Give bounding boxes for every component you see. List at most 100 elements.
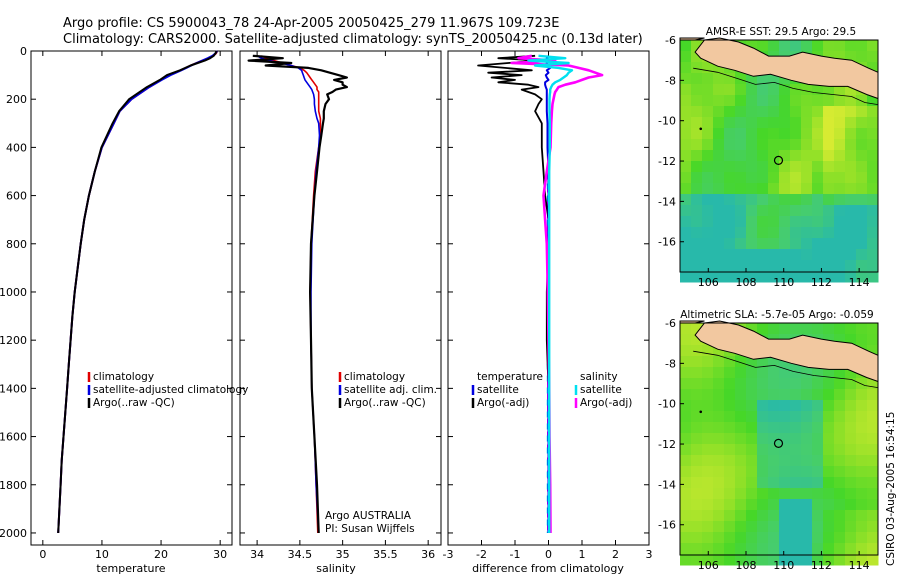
map-cell — [702, 227, 714, 239]
series-line-salinity-satellite — [527, 54, 574, 533]
legend-label: satellite-adjusted climatology — [93, 384, 248, 396]
map-cell — [823, 51, 835, 63]
map-cell — [768, 510, 780, 522]
map-cell — [823, 433, 835, 445]
map-cell — [834, 216, 846, 228]
map-cell — [702, 62, 714, 74]
map-cell — [702, 150, 714, 162]
map-cell — [812, 227, 824, 239]
map-cell — [790, 205, 802, 217]
map-cell — [845, 249, 857, 261]
map-y-tick-label: -6 — [665, 317, 676, 330]
map-cell — [702, 345, 714, 357]
y-tick-label: 1800 — [0, 479, 27, 492]
map-cell — [702, 411, 714, 423]
map-cell — [812, 378, 824, 390]
map-cell — [856, 106, 868, 118]
map-cell — [680, 411, 692, 423]
map-cell — [702, 128, 714, 140]
map-cell — [856, 411, 868, 423]
map-cell — [691, 172, 703, 184]
map-cell — [790, 411, 802, 423]
map-cell — [801, 488, 813, 500]
map-cell — [746, 95, 758, 107]
map-cell — [801, 400, 813, 412]
map-cell — [779, 554, 791, 566]
map-cell — [812, 128, 824, 140]
map-cell — [823, 334, 835, 346]
map-cell — [735, 227, 747, 239]
map-cell — [867, 249, 879, 261]
map-cell — [790, 323, 802, 335]
map-cell — [691, 356, 703, 368]
map-cell — [746, 128, 758, 140]
map-cell — [834, 532, 846, 544]
map-cell — [713, 389, 725, 401]
map-cell — [834, 227, 846, 239]
map-cell — [834, 455, 846, 467]
map-cell — [867, 95, 879, 107]
map-cell — [768, 389, 780, 401]
map-cell — [768, 194, 780, 206]
map-cell — [856, 510, 868, 522]
map-cell — [746, 73, 758, 85]
map-cell — [790, 249, 802, 261]
map-cell — [779, 106, 791, 118]
map-cell — [768, 543, 780, 555]
map-cell — [823, 422, 835, 434]
map-cell — [801, 40, 813, 52]
map-cell — [746, 323, 758, 335]
map-cell — [735, 172, 747, 184]
map-cell — [680, 227, 692, 239]
map-cell — [735, 84, 747, 96]
map-cell — [768, 499, 780, 511]
map-cell — [856, 205, 868, 217]
map-cell — [823, 128, 835, 140]
map-cell — [724, 183, 736, 195]
map-cell — [768, 216, 780, 228]
map-cell — [713, 466, 725, 478]
map-cell — [713, 367, 725, 379]
sla-map-title: Altimetric SLA: -5.7e-05 Argo: -0.059 — [680, 309, 873, 321]
map-cell — [867, 433, 879, 445]
map-cell — [702, 249, 714, 261]
map-cell — [823, 106, 835, 118]
map-cell — [691, 323, 703, 335]
map-x-tick-label: 106 — [698, 559, 719, 572]
map-cell — [768, 378, 780, 390]
map-cell — [713, 510, 725, 522]
map-cell — [790, 422, 802, 434]
map-cell — [680, 205, 692, 217]
map-cell — [801, 172, 813, 184]
map-cell — [812, 477, 824, 489]
map-cell — [856, 150, 868, 162]
map-cell — [845, 510, 857, 522]
map-cell — [801, 216, 813, 228]
map-cell — [867, 172, 879, 184]
map-cell — [845, 477, 857, 489]
map-cell — [724, 73, 736, 85]
map-cell — [702, 205, 714, 217]
map-cell — [735, 356, 747, 368]
map-cell — [867, 128, 879, 140]
map-cell — [691, 106, 703, 118]
map-cell — [768, 356, 780, 368]
map-cell — [867, 334, 879, 346]
map-cell — [801, 543, 813, 555]
map-cell — [735, 139, 747, 151]
map-cell — [746, 378, 758, 390]
map-cell — [724, 466, 736, 478]
y-tick-label: 1000 — [0, 286, 27, 299]
map-x-tick-label: 114 — [849, 559, 870, 572]
map-cell — [757, 389, 769, 401]
map-cell — [812, 205, 824, 217]
map-cell — [735, 150, 747, 162]
map-cell — [757, 499, 769, 511]
map-cell — [768, 466, 780, 478]
map-cell — [746, 455, 758, 467]
map-cell — [790, 106, 802, 118]
map-cell — [757, 117, 769, 129]
map-cell — [801, 389, 813, 401]
map-cell — [779, 194, 791, 206]
map-cell — [757, 422, 769, 434]
